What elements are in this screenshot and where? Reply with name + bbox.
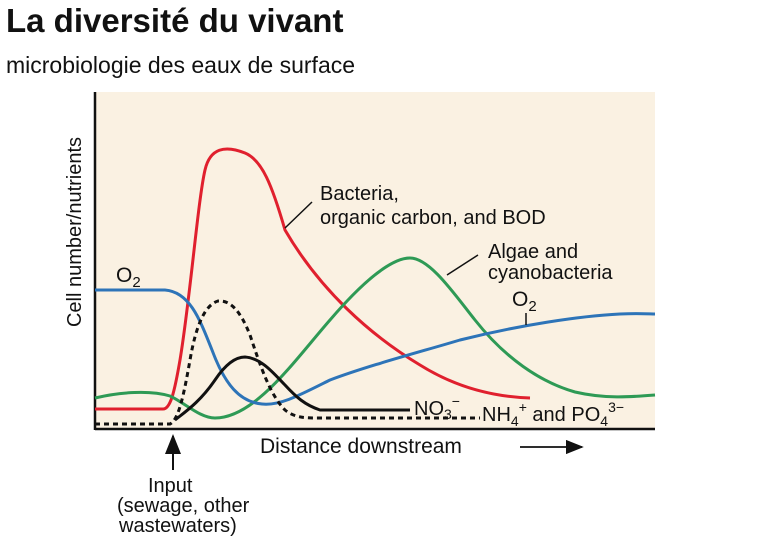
- ammonium-phosphate-curve: [95, 299, 480, 426]
- slide-title: La diversité du vivant: [6, 2, 344, 39]
- bacteria-curve: [95, 147, 531, 411]
- algae-leader-line: [446, 254, 479, 276]
- ammonium-phosphate-label: NH4+ and PO43−: [482, 399, 624, 429]
- oxygen-curve: [95, 288, 656, 406]
- input-label: Input (sewage, other wastewaters): [117, 475, 255, 537]
- o2-left-label: O2: [116, 264, 141, 291]
- o2-right-label: O2: [512, 288, 537, 315]
- x-axis-label: Distance downstream: [260, 435, 462, 458]
- algae-curve: [94, 256, 656, 420]
- y-axis-label: Cell number/nutrients: [64, 137, 86, 327]
- bacteria-leader-line: [284, 201, 313, 229]
- nitrate-label: NO3−: [414, 393, 460, 422]
- algae-label: Algae and cyanobacteria: [488, 241, 613, 284]
- nitrate-curve: [174, 355, 410, 422]
- bacteria-label: Bacteria, organic carbon, and BOD: [320, 183, 546, 229]
- slide-subtitle: microbiologie des eaux de surface: [6, 52, 356, 78]
